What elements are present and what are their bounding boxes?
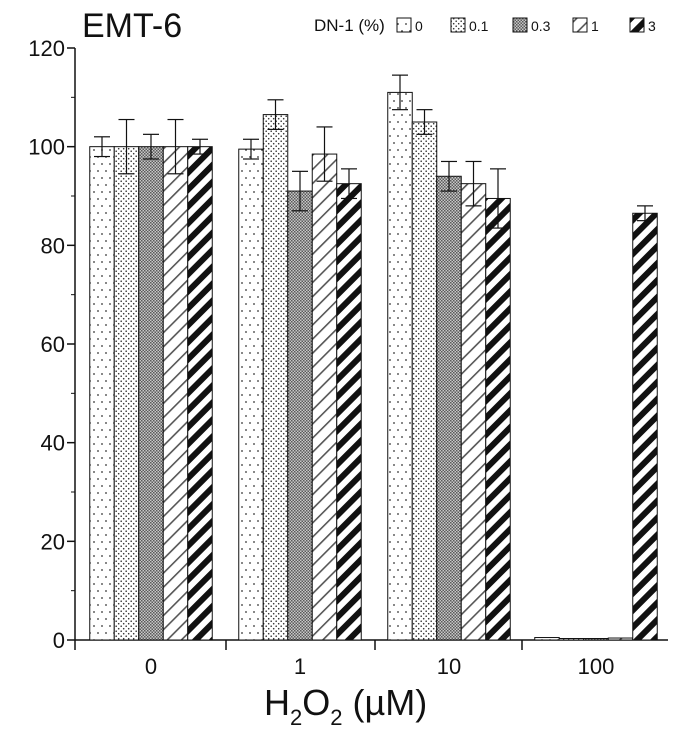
y-tick-label: 20: [41, 529, 65, 554]
bar: [187, 146, 213, 641]
y-tick-label: 120: [28, 36, 65, 61]
bar: [287, 190, 313, 641]
x-axis-label: H2O2 (µM): [264, 682, 427, 730]
y-tick-label: 80: [41, 233, 65, 258]
bar: [436, 175, 462, 641]
y-tick-label: 40: [41, 431, 65, 456]
x-axis: 0 1 10 100: [74, 639, 668, 679]
bar: [162, 146, 189, 641]
y-tick-label: 0: [53, 628, 65, 653]
y-axis: 0 20 40 60 80 100 120: [28, 36, 76, 653]
bar: [411, 121, 438, 641]
bar: [262, 114, 289, 641]
x-label-unit: (µM): [343, 682, 428, 723]
x-label-sub2: 2: [330, 705, 342, 730]
bar: [387, 91, 413, 641]
x-tick-label: 100: [578, 654, 615, 679]
bar: [460, 183, 487, 641]
error-bars: [94, 74, 653, 229]
legend-swatch: [396, 17, 412, 33]
legend-swatch: [450, 17, 466, 33]
bar: [583, 638, 609, 641]
bar: [632, 212, 658, 641]
legend-title: DN-1 (%): [314, 16, 385, 35]
x-label-h: H: [264, 682, 290, 723]
bar: [89, 146, 115, 641]
bar: [534, 637, 560, 641]
chart-title: EMT-6: [82, 7, 182, 45]
legend-label: 0.1: [469, 18, 489, 34]
x-tick-label: 10: [437, 654, 461, 679]
bar: [138, 146, 164, 641]
legend: 0 0.1 0.3 1 3: [396, 17, 656, 34]
bar: [558, 638, 585, 641]
x-tick-label: 0: [145, 654, 157, 679]
bar: [113, 146, 140, 641]
y-tick-label: 60: [41, 332, 65, 357]
legend-swatch: [512, 17, 528, 33]
x-label-o: O: [302, 682, 330, 723]
legend-label: 3: [648, 18, 656, 34]
bar: [238, 148, 264, 641]
x-label-sub1: 2: [290, 705, 302, 730]
legend-swatch: [629, 17, 645, 33]
legend-label: 0.3: [531, 18, 551, 34]
y-tick-label: 100: [28, 135, 65, 160]
bar: [607, 637, 634, 641]
legend-label: 1: [591, 18, 599, 34]
legend-label: 0: [415, 18, 423, 34]
bar: [485, 197, 511, 641]
legend-swatch: [572, 17, 588, 33]
x-tick-label: 1: [294, 654, 306, 679]
bars: [89, 91, 658, 641]
bar: [336, 183, 362, 641]
bar: [311, 153, 338, 641]
